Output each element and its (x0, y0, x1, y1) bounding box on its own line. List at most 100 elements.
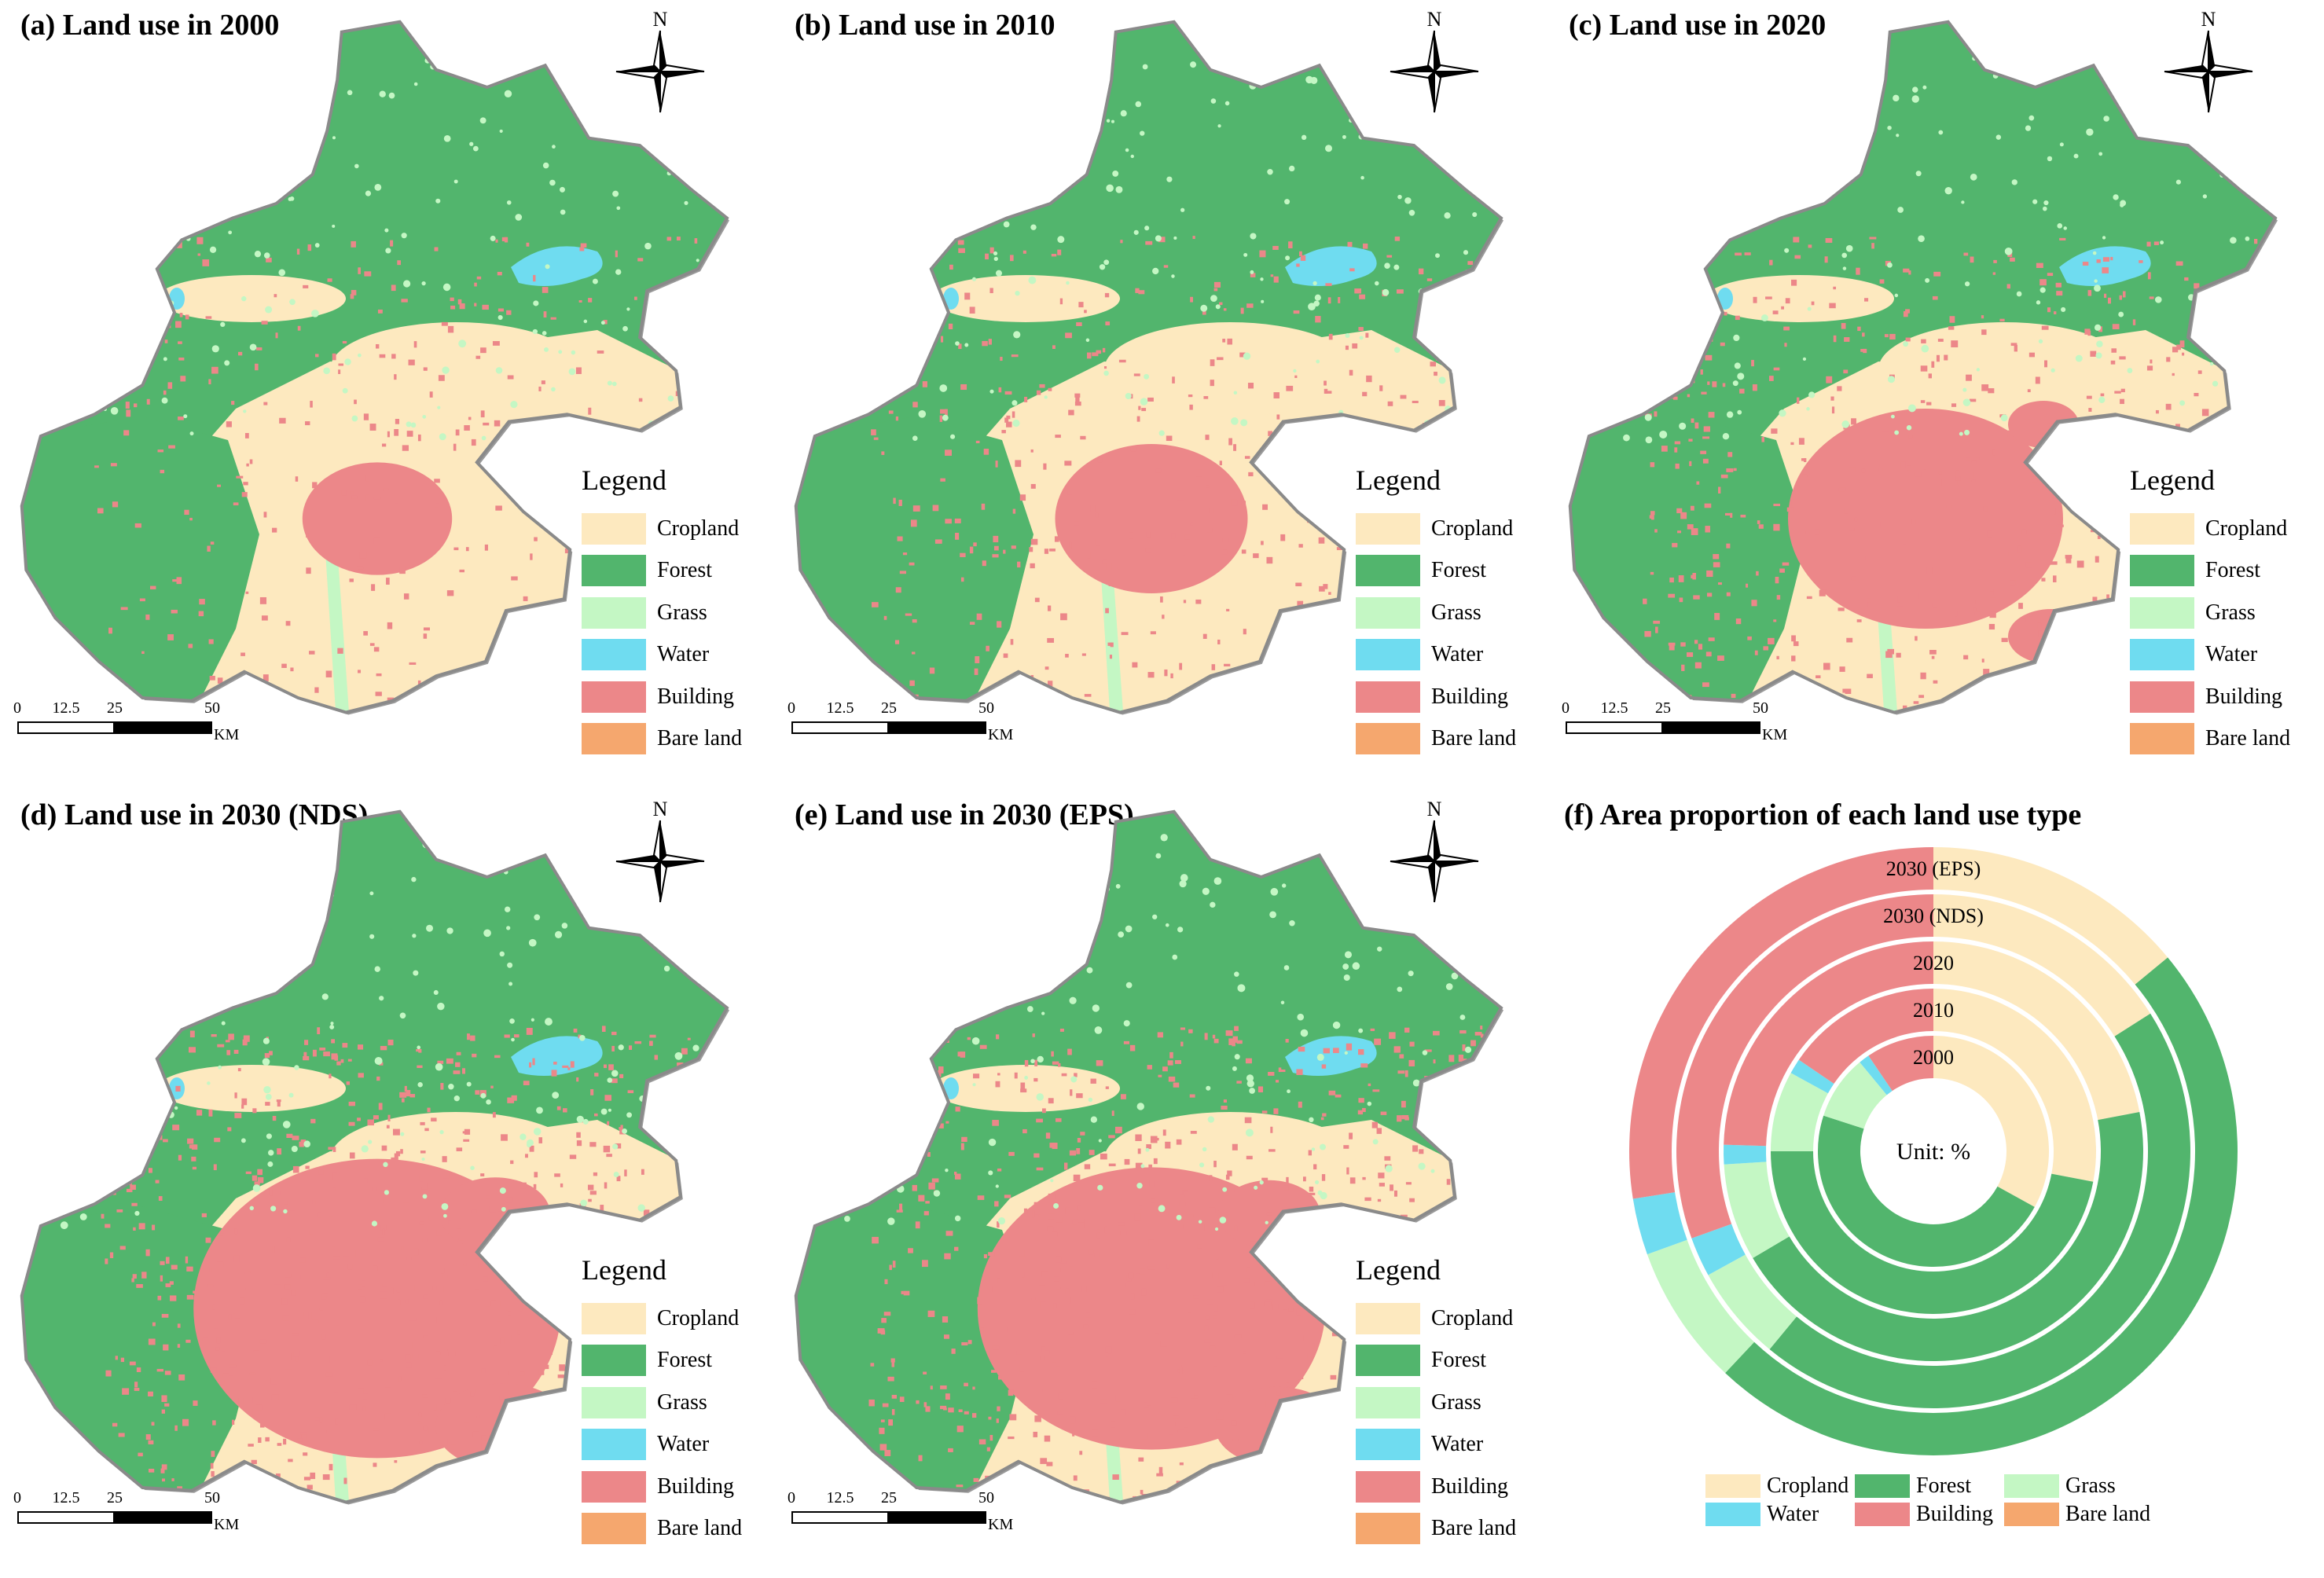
settlement-patch (346, 1081, 350, 1085)
settlement-patch (214, 1137, 221, 1143)
settlement-patch (1397, 1070, 1405, 1074)
settlement-patch (1294, 375, 1298, 379)
grass-patch (55, 907, 62, 915)
settlement-patch (1674, 441, 1681, 445)
grass-patch (558, 350, 563, 354)
settlement-patch (1022, 1271, 1025, 1278)
grass-patch (1418, 1162, 1426, 1170)
grass-patch (1570, 85, 1573, 93)
settlement-patch (1735, 315, 1740, 321)
settlement-patch (347, 1264, 353, 1270)
settlement-patch (956, 1426, 964, 1433)
settlement-patch (1993, 259, 1997, 263)
settlement-patch (1217, 639, 1221, 644)
grass-patch (785, 244, 789, 248)
settlement-patch (1702, 436, 1710, 439)
settlement-patch (579, 247, 585, 251)
settlement-patch (126, 409, 131, 417)
grass-patch (626, 307, 630, 311)
donut-slice (1724, 1161, 1790, 1258)
settlement-patch (1308, 1150, 1313, 1156)
grass-patch (1907, 404, 1916, 413)
grass-patch (1224, 101, 1230, 106)
settlement-patch (698, 1155, 705, 1161)
settlement-patch (1929, 650, 1937, 655)
settlement-patch (363, 631, 368, 636)
settlement-patch (329, 1445, 332, 1451)
grass-patch (299, 46, 306, 53)
settlement-patch (2231, 416, 2238, 419)
settlement-patch (569, 1154, 577, 1159)
legend-item: Building (582, 676, 762, 718)
settlement-patch (480, 347, 486, 354)
settlement-patch (578, 1034, 582, 1039)
settlement-patch (1776, 595, 1781, 600)
grass-patch (1404, 197, 1412, 204)
settlement-patch (2072, 691, 2076, 698)
settlement-patch (1166, 1263, 1170, 1269)
settlement-patch (1379, 1183, 1385, 1187)
settlement-patch (1445, 1106, 1452, 1113)
grass-patch (61, 226, 66, 230)
settlement-patch (1148, 1239, 1155, 1246)
settlement-patch (945, 1393, 950, 1400)
settlement-patch (1321, 1174, 1326, 1181)
settlement-patch (1293, 672, 1301, 678)
grass-patch (1140, 398, 1148, 406)
grass-patch (807, 963, 814, 970)
grass-patch (1282, 883, 1287, 888)
settlement-patch (1213, 1038, 1219, 1044)
grass-patch (1367, 1101, 1372, 1106)
settlement-patch (1400, 394, 1407, 399)
grass-patch (466, 1081, 472, 1087)
legend-item: Bare land (1356, 718, 1536, 761)
settlement-patch (382, 1283, 387, 1287)
grass-patch (801, 86, 808, 93)
settlement-patch (1708, 637, 1715, 641)
settlement-patch (682, 1113, 685, 1119)
settlement-patch (967, 1037, 971, 1040)
settlement-patch (152, 1322, 156, 1327)
settlement-patch (1928, 373, 1932, 379)
settlement-patch (1024, 1059, 1029, 1067)
settlement-patch (176, 577, 182, 585)
settlement-patch (1257, 1086, 1264, 1093)
settlement-patch (565, 1403, 569, 1410)
settlement-patch (1808, 244, 1812, 248)
grass-patch (2059, 142, 2064, 147)
settlement-patch (1320, 1401, 1324, 1408)
map-legend: Legend Cropland Forest Grass Water Build… (582, 464, 762, 760)
settlement-patch (2112, 324, 2120, 329)
grass-patch (1231, 417, 1239, 425)
settlement-patch (1650, 512, 1654, 520)
water-reservoir (511, 1036, 603, 1076)
settlement-patch (1478, 1198, 1484, 1206)
settlement-patch (1849, 538, 1856, 545)
settlement-patch (2035, 376, 2040, 384)
settlement-patch (638, 398, 643, 402)
settlement-patch (289, 1210, 296, 1216)
settlement-patch (1270, 1126, 1273, 1133)
settlement-patch (422, 1238, 428, 1242)
grass-patch (912, 435, 918, 441)
grass-patch (1213, 877, 1222, 885)
settlement-patch (110, 1048, 117, 1055)
grass-patch (422, 414, 427, 419)
settlement-patch (1004, 1195, 1011, 1198)
settlement-patch (1698, 302, 1702, 306)
grass-patch (205, 842, 214, 850)
settlement-patch (119, 1246, 126, 1250)
settlement-patch (2182, 352, 2185, 356)
grass-patch (495, 367, 503, 374)
grass-patch (964, 343, 969, 347)
settlement-patch (475, 1090, 479, 1095)
settlement-patch (1288, 241, 1293, 248)
settlement-patch (1696, 481, 1700, 485)
settlement-patch (1412, 400, 1419, 404)
grass-patch (1283, 965, 1290, 971)
donut-slice (1753, 1111, 2143, 1361)
settlement-patch (307, 244, 312, 251)
grass-patch (1470, 292, 1478, 299)
legend-item: Water (582, 1424, 762, 1466)
settlement-patch (535, 1409, 543, 1414)
